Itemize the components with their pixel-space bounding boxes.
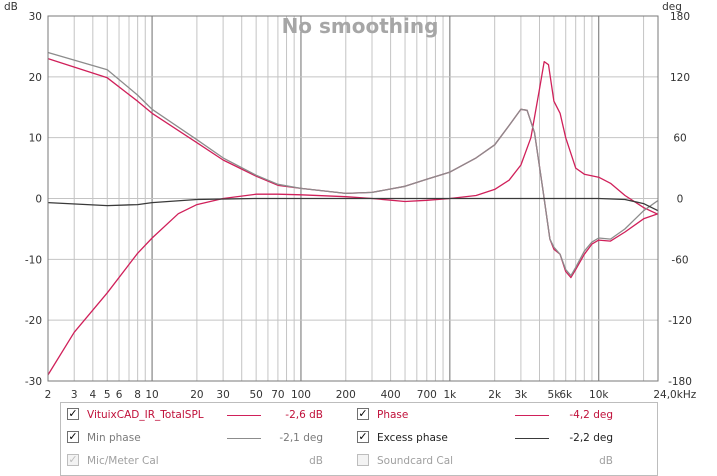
legend-value-phase: -4,2 deg [569, 409, 613, 421]
series-line-min-phase [47, 51, 659, 277]
x-tick-label: 10 [145, 389, 158, 400]
legend-label-soundcard-cal: Soundcard Cal [377, 455, 454, 467]
y-left-tick-label: 0 [35, 194, 42, 206]
y-right-tick-label: 180 [670, 11, 690, 23]
legend-swatch-excess-phase [515, 438, 549, 439]
legend-value-spl: -2,6 dB [285, 409, 323, 421]
y-right-tick-label: -120 [668, 315, 692, 327]
legend-value-min-phase: -2,1 deg [279, 432, 323, 444]
legend-checkbox-excess-phase[interactable]: ✓ [357, 430, 369, 443]
y-right-tick-label: 0 [677, 194, 684, 206]
x-tick-label: 3k [515, 389, 529, 400]
legend-checkbox-soundcard-cal[interactable] [357, 454, 369, 466]
x-tick-label: 50 [249, 389, 262, 400]
legend-checkbox-mic-cal[interactable]: ✓ [67, 453, 79, 466]
legend-checkbox-phase[interactable]: ✓ [357, 407, 369, 420]
x-tick-label: 400 [381, 389, 401, 400]
y-left-tick-label: 10 [29, 133, 42, 145]
y-left-unit-label: dB [4, 1, 18, 13]
x-tick-label: 3 [71, 389, 78, 400]
legend-row-min-phase: ✓ Min phase -2,1 deg [67, 429, 357, 447]
legend-value-excess-phase: -2,2 deg [569, 432, 613, 444]
x-tick-label: 1k [443, 389, 457, 400]
x-tick-label: 4 [89, 389, 96, 400]
legend-label-excess-phase: Excess phase [377, 432, 448, 444]
chart-title: No smoothing [282, 14, 439, 38]
series-line-excess-phase [47, 197, 659, 212]
legend-checkbox-spl[interactable]: ✓ [67, 407, 79, 420]
y-left-tick-label: -30 [25, 376, 42, 388]
legend-swatch-spl [227, 415, 261, 416]
x-tick-label: 5k [548, 389, 562, 400]
legend-label-spl: VituixCAD_IR_TotalSPL [87, 409, 204, 421]
x-tick-label: 24,0kHz [653, 389, 696, 400]
legend-swatch-min-phase [227, 438, 261, 439]
legend-value-mic-cal: dB [309, 455, 323, 467]
x-tick-label: 6k [559, 389, 573, 400]
x-tick-label: 2k [488, 389, 502, 400]
plot-frame [47, 15, 659, 382]
y-right-tick-label: -180 [668, 376, 692, 388]
y-left-tick-label: 30 [29, 11, 42, 23]
legend-label-min-phase: Min phase [87, 432, 141, 444]
x-tick-label: 70 [271, 389, 284, 400]
legend-label-mic-cal: Mic/Meter Cal [87, 455, 159, 467]
legend-row-mic-cal: ✓ Mic/Meter Cal dB [67, 452, 357, 470]
x-tick-label: 8 [134, 389, 141, 400]
legend-row-soundcard-cal: Soundcard Cal dB [357, 452, 647, 470]
legend-checkbox-min-phase[interactable]: ✓ [67, 430, 79, 443]
legend-panel: ✓ VituixCAD_IR_TotalSPL -2,6 dB ✓ Phase … [60, 402, 658, 476]
axes: -30 -20 -10 0 10 20 30 dB -180 -120 -60 0 60 120 180de… [4, 1, 697, 400]
y-left-tick-label: -20 [25, 315, 42, 327]
x-tick-label: 200 [336, 389, 356, 400]
x-tick-label: 700 [417, 389, 437, 400]
series-line-vituixcad-ir-totalspl [47, 60, 659, 376]
x-tick-label: 30 [216, 389, 229, 400]
legend-row-phase: ✓ Phase -4,2 deg [357, 406, 647, 424]
chart: -30 -20 -10 0 10 20 30 dB -180 -120 -60 0 60 120 180de… [4, 1, 697, 400]
series-lines [47, 51, 659, 376]
y-right-tick-label: 60 [673, 133, 686, 145]
legend-value-soundcard-cal: dB [599, 455, 613, 467]
x-tick-label: 2 [45, 389, 52, 400]
x-tick-label: 6 [116, 389, 123, 400]
y-right-tick-label: 120 [670, 72, 690, 84]
y-left-tick-label: 20 [29, 72, 42, 84]
x-tick-label: 5 [104, 389, 111, 400]
legend-label-phase: Phase [377, 409, 409, 421]
legend-row-excess-phase: ✓ Excess phase -2,2 deg [357, 429, 647, 447]
y-left-tick-label: -10 [25, 254, 42, 266]
x-tick-label: 10k [589, 389, 609, 400]
x-tick-label: 100 [291, 389, 311, 400]
y-right-tick-label: -60 [671, 254, 688, 266]
legend-row-spl: ✓ VituixCAD_IR_TotalSPL -2,6 dB [67, 406, 357, 424]
y-right-unit-label: deg [662, 1, 682, 13]
x-tick-label: 20 [190, 389, 203, 400]
legend-swatch-phase [515, 415, 549, 416]
